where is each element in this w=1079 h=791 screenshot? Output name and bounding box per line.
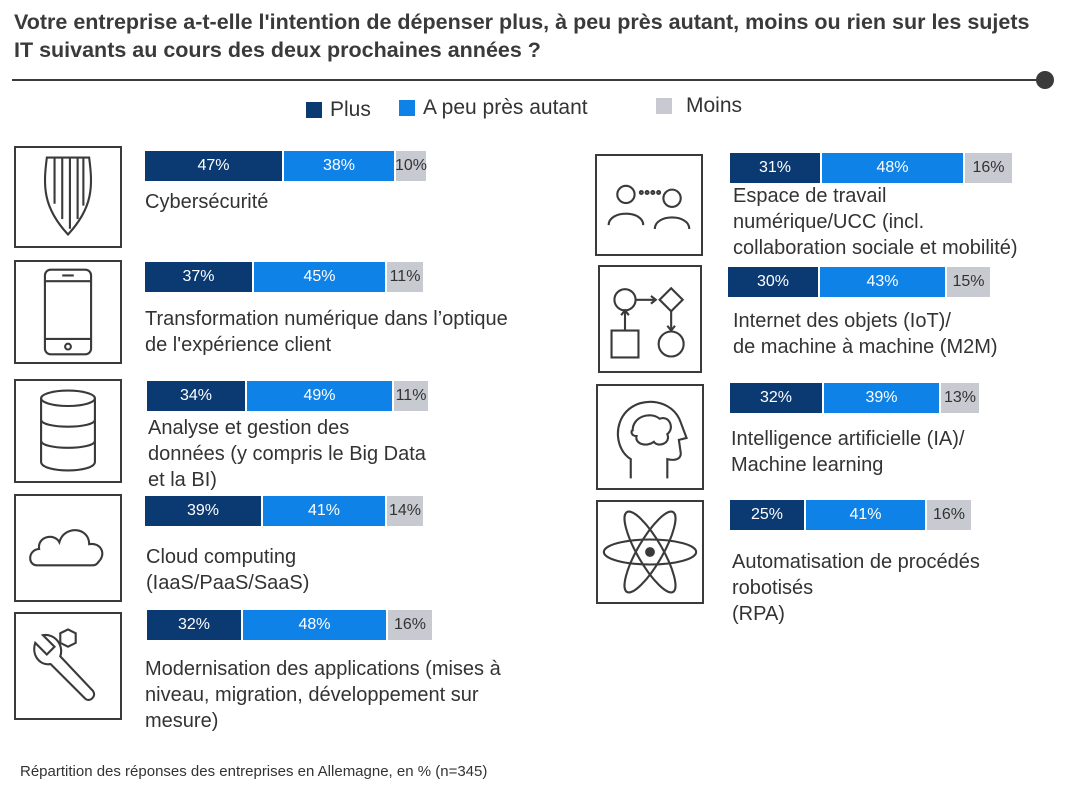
flowchart-icon bbox=[598, 265, 702, 373]
category-label: Cybersécurité bbox=[145, 191, 269, 213]
bar-segment-autant: 45% bbox=[252, 262, 385, 292]
bar-segment-moins: 10% bbox=[394, 151, 427, 181]
database-icon bbox=[14, 379, 122, 483]
category-label: Transformation numérique dans l’optique … bbox=[145, 308, 508, 356]
bar-segment-plus: 34% bbox=[147, 381, 245, 411]
bar-item-3: 39% 41% 14% bbox=[145, 496, 423, 526]
bar-segment-moins: 15% bbox=[945, 267, 990, 297]
bar-segment-moins: 13% bbox=[939, 383, 979, 413]
source-note: Répartition des réponses des entreprises… bbox=[20, 763, 488, 780]
bar-segment-plus: 32% bbox=[730, 383, 822, 413]
bar-segment-moins: 14% bbox=[385, 496, 423, 526]
bar-segment-autant: 39% bbox=[822, 383, 939, 413]
legend-item-plus: Plus bbox=[306, 98, 371, 122]
category-label: Espace de travail numérique/UCC (incl. c… bbox=[733, 185, 1018, 259]
bar-segment-autant: 48% bbox=[241, 610, 386, 640]
bar-segment-moins: 11% bbox=[385, 262, 423, 292]
legend-item-moins: Moins bbox=[656, 94, 742, 118]
title-rule bbox=[12, 79, 1042, 81]
category-label: Modernisation des applications (mises à … bbox=[145, 658, 501, 732]
bar-segment-autant: 38% bbox=[282, 151, 394, 181]
bar-segment-moins: 16% bbox=[925, 500, 971, 530]
bar-segment-plus: 30% bbox=[728, 267, 818, 297]
legend-item-autant: A peu près autant bbox=[399, 96, 588, 120]
chart-title: Votre entreprise a-t-elle l'intention de… bbox=[14, 10, 1030, 62]
bar-segment-moins: 16% bbox=[386, 610, 432, 640]
title-rule-dot bbox=[1036, 71, 1054, 89]
category-label: Automatisation de procédés robotisés (RP… bbox=[732, 551, 980, 625]
bar-segment-plus: 25% bbox=[730, 500, 804, 530]
bar-segment-plus: 37% bbox=[145, 262, 252, 292]
legend-label-autant: A peu près autant bbox=[423, 96, 588, 119]
bar-item-6: 30% 43% 15% bbox=[728, 267, 990, 297]
bar-segment-plus: 47% bbox=[145, 151, 282, 181]
cloud-icon bbox=[14, 494, 122, 602]
bar-segment-autant: 41% bbox=[804, 500, 925, 530]
bar-item-5: 31% 48% 16% bbox=[730, 153, 1012, 183]
legend: Plus A peu près autant Moins bbox=[0, 94, 1079, 126]
bar-item-8: 25% 41% 16% bbox=[730, 500, 971, 530]
wrench-icon bbox=[14, 612, 122, 720]
category-label: Analyse et gestion des données (y compri… bbox=[148, 417, 426, 491]
bar-segment-moins: 11% bbox=[392, 381, 428, 411]
bar-item-4: 32% 48% 16% bbox=[147, 610, 432, 640]
bar-segment-plus: 39% bbox=[145, 496, 261, 526]
bar-segment-autant: 49% bbox=[245, 381, 392, 411]
category-label: Intelligence artificielle (IA)/ Machine … bbox=[731, 428, 965, 476]
bar-segment-autant: 48% bbox=[820, 153, 963, 183]
bar-segment-autant: 41% bbox=[261, 496, 385, 526]
bar-item-2: 34% 49% 11% bbox=[147, 381, 428, 411]
bar-segment-moins: 16% bbox=[963, 153, 1012, 183]
bar-segment-plus: 31% bbox=[730, 153, 820, 183]
bar-item-0: 47% 38% 10% bbox=[145, 151, 427, 181]
legend-label-moins: Moins bbox=[686, 94, 743, 117]
shield-icon bbox=[14, 146, 122, 248]
atom-icon bbox=[596, 500, 704, 604]
category-label: Internet des objets (IoT)/ de machine à … bbox=[733, 310, 998, 358]
legend-label-plus: Plus bbox=[330, 98, 371, 121]
bar-item-1: 37% 45% 11% bbox=[145, 262, 423, 292]
bar-item-7: 32% 39% 13% bbox=[730, 383, 979, 413]
bar-segment-autant: 43% bbox=[818, 267, 945, 297]
collaboration-icon bbox=[595, 154, 703, 256]
bar-segment-plus: 32% bbox=[147, 610, 241, 640]
legend-swatch-moins bbox=[656, 98, 672, 114]
category-label: Cloud computing (IaaS/PaaS/SaaS) bbox=[146, 546, 310, 594]
smartphone-icon bbox=[14, 260, 122, 364]
legend-swatch-plus bbox=[306, 102, 322, 118]
brain-head-icon bbox=[596, 384, 704, 490]
legend-swatch-autant bbox=[399, 100, 415, 116]
